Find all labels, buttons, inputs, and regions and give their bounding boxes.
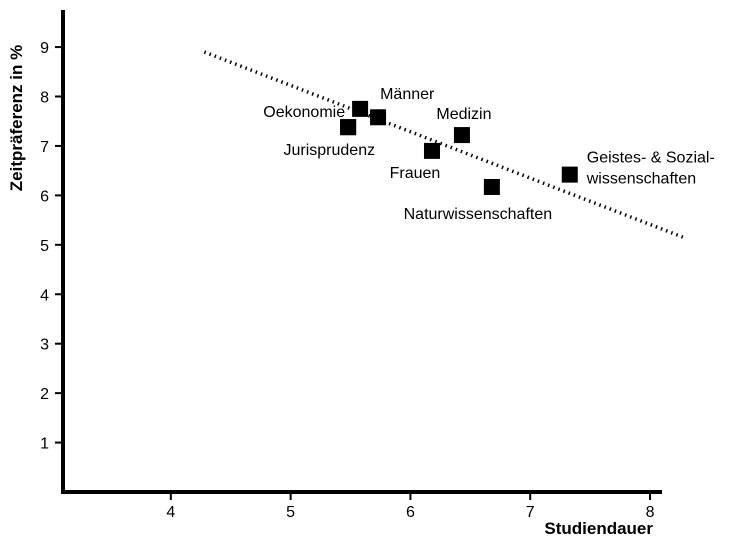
y-tick-label: 4 xyxy=(40,287,49,304)
data-point xyxy=(370,109,386,125)
point-label: Jurisprudenz xyxy=(284,142,376,159)
y-tick-label: 2 xyxy=(40,386,49,403)
data-point xyxy=(340,119,356,135)
point-labels: Männer Oekonomie Jurisprudenz Medizin Frauen… xyxy=(263,86,715,223)
data-point xyxy=(562,167,578,183)
y-tick-label: 3 xyxy=(40,337,49,354)
point-label: Naturwissenschaften xyxy=(404,206,553,223)
point-label: Medizin xyxy=(436,106,491,123)
y-tick-label: 9 xyxy=(40,40,49,57)
point-label: Frauen xyxy=(390,165,441,182)
y-ticks: 1 2 3 4 5 6 7 8 9 xyxy=(40,40,63,452)
point-label: Männer xyxy=(380,86,435,103)
y-tick-label: 5 xyxy=(40,238,49,255)
axes-layer xyxy=(61,10,662,492)
x-tick-label: 7 xyxy=(526,504,535,521)
x-tick-label: 6 xyxy=(406,504,415,521)
data-point xyxy=(454,127,470,143)
data-point xyxy=(484,179,500,195)
point-label: Oekonomie xyxy=(263,104,345,121)
y-axis-title: Zeitpräferenz in % xyxy=(7,45,26,191)
x-axis-title: Studiendauer xyxy=(544,519,653,538)
y-tick-label: 7 xyxy=(40,139,49,156)
data-point xyxy=(424,143,440,159)
x-tick-label: 4 xyxy=(166,504,175,521)
y-tick-label: 1 xyxy=(40,436,49,453)
point-label: Geistes- & Sozial-wissenschaften xyxy=(586,150,715,188)
x-tick-label: 5 xyxy=(286,504,295,521)
y-tick-label: 6 xyxy=(40,188,49,205)
data-point xyxy=(352,101,368,117)
y-tick-label: 8 xyxy=(40,90,49,107)
